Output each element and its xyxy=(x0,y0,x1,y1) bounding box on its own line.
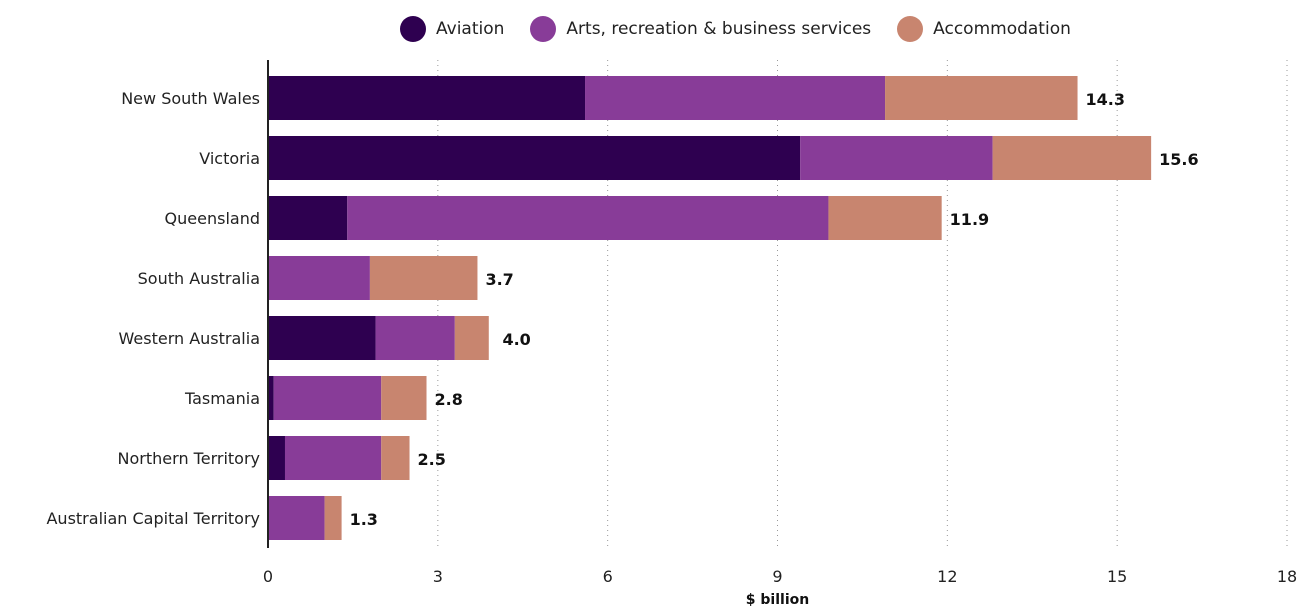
bar-segment xyxy=(268,496,325,540)
x-tick-labels: 0 3 6 9 12 15 18 xyxy=(263,567,1297,586)
bar-segment xyxy=(324,496,342,540)
x-tick-label: 0 xyxy=(263,567,273,586)
bar-segment xyxy=(800,136,993,180)
category-labels: New South Wales Victoria Queensland South A… xyxy=(46,89,260,528)
bar-segment xyxy=(885,76,1078,120)
bar-segment xyxy=(268,196,348,240)
gridlines xyxy=(437,60,1288,548)
x-axis-label: $ billion xyxy=(746,592,809,608)
bar-segment xyxy=(268,136,801,180)
legend-swatch-arts xyxy=(530,16,557,42)
bar-segment xyxy=(454,316,489,360)
legend-label-aviation: Aviation xyxy=(436,19,505,39)
legend-item-accommodation: Accommodation xyxy=(897,16,1071,42)
x-tick-label: 12 xyxy=(937,567,957,586)
bar-segment xyxy=(375,316,455,360)
category-label: Tasmania xyxy=(184,389,260,408)
total-label: 11.9 xyxy=(950,210,989,229)
legend: Aviation Arts, recreation & business ser… xyxy=(400,14,1071,44)
x-tick-label: 6 xyxy=(603,567,613,586)
category-label: South Australia xyxy=(138,269,260,288)
total-label: 15.6 xyxy=(1159,150,1198,169)
x-tick-label: 15 xyxy=(1107,567,1127,586)
bar-segment xyxy=(273,376,382,420)
x-tick-label: 18 xyxy=(1277,567,1297,586)
bar-segment xyxy=(268,76,586,120)
bar-segment xyxy=(268,376,274,420)
legend-swatch-aviation xyxy=(400,16,426,42)
total-label: 4.0 xyxy=(502,330,530,349)
legend-item-aviation: Aviation xyxy=(400,16,504,42)
total-label: 3.7 xyxy=(485,270,513,289)
x-tick-label: 9 xyxy=(772,567,782,586)
legend-label-accommodation: Accommodation xyxy=(933,19,1071,39)
category-label: Northern Territory xyxy=(118,449,260,468)
bar-segment xyxy=(268,316,376,360)
legend-item-arts: Arts, recreation & business services xyxy=(530,16,871,42)
legend-swatch-accommodation xyxy=(897,16,924,42)
category-label: Queensland xyxy=(165,209,260,228)
bar-segment xyxy=(828,196,942,240)
bar-segment xyxy=(347,196,829,240)
total-label: 1.3 xyxy=(350,510,378,529)
total-label: 2.5 xyxy=(418,450,446,469)
bar-segment xyxy=(992,136,1152,180)
category-label: New South Wales xyxy=(121,89,260,108)
bar-segment xyxy=(585,76,886,120)
x-tick-label: 3 xyxy=(433,567,443,586)
bars xyxy=(268,76,1152,540)
category-label: Victoria xyxy=(199,149,260,168)
category-label: Australian Capital Territory xyxy=(46,509,260,528)
bar-segment xyxy=(268,256,370,300)
bar-segment xyxy=(381,376,427,420)
total-label: 14.3 xyxy=(1086,90,1125,109)
category-label: Western Australia xyxy=(119,329,260,348)
bar-segment xyxy=(381,436,410,480)
total-label: 2.8 xyxy=(435,390,463,409)
bar-segment xyxy=(268,436,285,480)
total-labels: 14.3 15.6 11.9 3.7 4.0 2.8 2.5 1.3 xyxy=(350,90,1199,529)
legend-label-arts: Arts, recreation & business services xyxy=(566,19,872,39)
bar-segment xyxy=(284,436,382,480)
bar-segment xyxy=(369,256,478,300)
